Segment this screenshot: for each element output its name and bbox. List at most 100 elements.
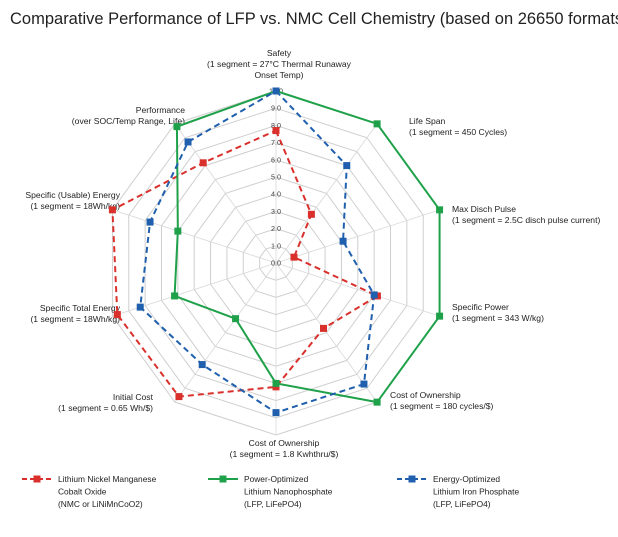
legend-swatch-marker [33,475,41,483]
data-point [360,380,368,388]
legend-swatch-marker [408,475,416,483]
data-point [272,127,280,135]
grid-spoke [112,209,277,264]
legend-label-line: (LFP, LiFePO4) [244,499,302,509]
data-point [343,162,351,170]
axis-label-line: (1 segment = 1.8 Kwhthru/$) [230,449,339,459]
tick-label: 4.0 [271,190,281,199]
axis-label-line: Life Span [409,116,446,126]
series-3 [136,87,378,417]
legend-label-line: Lithium Nanophosphate [244,487,333,497]
data-point [174,227,182,235]
axis-label-line: (1 segment = 2.5C disch pulse current) [452,215,600,225]
data-point [199,159,207,167]
legend-item: Energy-Optimized Lithium Iron Phosphate (L… [397,474,519,509]
grid-spoke [275,123,378,264]
legend-label-line: Power-Optimized [244,474,309,484]
data-point [272,87,280,95]
legend-label-line: Energy-Optimized [433,474,500,484]
axis-label-line: Safety [267,48,292,58]
data-point [272,379,280,387]
data-point [307,210,315,218]
axis-label-line: (1 segment = 180 cycles/$) [390,401,494,411]
data-point [171,292,179,300]
series-line [173,89,441,404]
tick-label: 3.0 [271,207,281,216]
data-point [320,324,328,332]
tick-label: 8.0 [271,121,281,130]
tick-label: 5.0 [271,173,281,182]
axis-label: Specific (Usable) Energy (1 segment = 18W… [25,190,120,211]
data-point [136,303,144,311]
data-point [272,409,280,417]
data-point [436,206,444,214]
data-point [373,398,381,406]
data-point [436,312,444,320]
series-line [111,129,380,398]
data-point [370,291,378,299]
axis-label: Initial Cost (1 segment = 0.65 Wh/$) [58,392,153,413]
series-1 [108,127,381,401]
data-point [108,206,116,214]
grid-spoke [174,123,277,264]
axis-label-line: (1 segment = 343 W/kg) [452,313,544,323]
axis-label-line: Max Disch Pulse [452,204,516,214]
data-point [175,393,183,401]
tick-label: 2.0 [271,224,281,233]
axis-label: Specific Power (1 segment = 343 W/kg) [452,302,544,323]
axis-label-line: Onset Temp) [254,70,303,80]
axis-label-line: (over SOC/Temp Range, Life) [72,116,185,126]
data-point [184,138,192,146]
legend-label: Lithium Nickel Manganese Cobalt Oxide (NMC… [58,474,157,509]
data-point [146,218,154,226]
grid-spoke [174,262,277,403]
data-point [373,120,381,128]
axis-label-line: Initial Cost [113,392,154,402]
data-point [339,237,347,245]
legend-label-line: Cobalt Oxide [58,487,107,497]
axis-label-line: Specific Power [452,302,509,312]
axis-label: Specific Total Energy (1 segment = 18Wh/k… [30,303,120,324]
tick-label: 1.0 [271,241,281,250]
legend-item: Lithium Nickel Manganese Cobalt Oxide (NMC… [22,474,157,509]
tick-label: 9.0 [271,104,281,113]
legend-label-line: Lithium Iron Phosphate [433,487,519,497]
axis-label: Performance (over SOC/Temp Range, Life) [72,105,185,126]
data-point [290,253,298,261]
legend-label: Energy-Optimized Lithium Iron Phosphate (L… [433,474,519,509]
axis-label: Cost of Ownership (1 segment = 180 cycles… [390,390,494,411]
tick-label: 7.0 [271,138,281,147]
axis-label: Safety (1 segment = 27°C Thermal Runaway O… [207,48,352,80]
legend-label: Power-Optimized Lithium Nanophosphate (LFP… [244,474,333,509]
legend-label-line: Lithium Nickel Manganese [58,474,157,484]
axis-label-line: (1 segment = 18Wh/kg) [30,201,120,211]
axis-label-line: Cost of Ownership [249,438,320,448]
data-point [198,361,206,369]
legend-label-line: (LFP, LiFePO4) [433,499,491,509]
axis-label: Max Disch Pulse (1 segment = 2.5C disch p… [452,204,600,225]
axis-label-line: Specific Total Energy [40,303,121,313]
legend-label-line: (NMC or LiNiMnCoO2) [58,499,143,509]
axis-label-line: Cost of Ownership [390,390,461,400]
axis-label: Cost of Ownership (1 segment = 1.8 Kwhthr… [230,438,339,459]
grid-spoke [275,209,440,264]
axis-label-line: (1 segment = 450 Cycles) [409,127,507,137]
axis-label-line: Specific (Usable) Energy [25,190,120,200]
radar-grid [111,90,441,436]
data-point [113,311,121,319]
data-point [232,315,240,323]
axis-label-line: (1 segment = 0.65 Wh/$) [58,403,153,413]
legend-swatch-marker [219,475,227,483]
tick-label: 6.0 [271,155,281,164]
axis-label: Life Span (1 segment = 450 Cycles) [409,116,507,137]
axis-label-line: Performance [136,105,185,115]
legend-item: Power-Optimized Lithium Nanophosphate (LFP… [208,474,333,509]
grid-spoke [275,262,440,317]
grid-spoke [275,262,378,403]
chart-title: Comparative Performance of LFP vs. NMC C… [10,10,618,28]
axis-label-line: (1 segment = 27°C Thermal Runaway [207,59,352,69]
axis-label-line: (1 segment = 18Wh/kg) [30,314,120,324]
tick-label: 0.0 [271,259,281,268]
data-point [173,123,181,131]
